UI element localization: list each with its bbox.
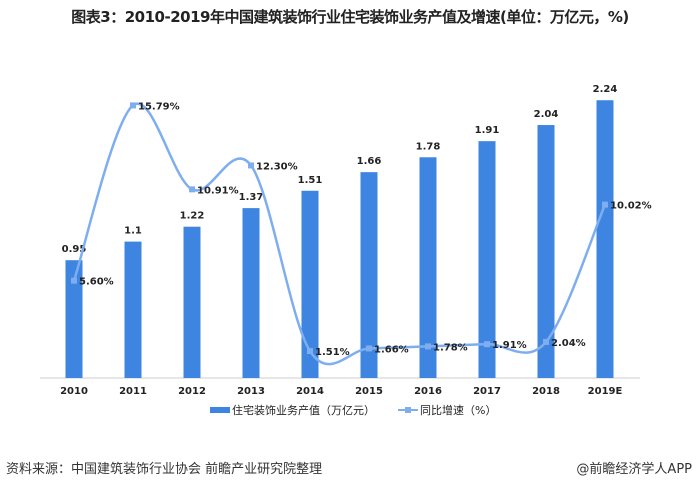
x-tick-label: 2014 [296, 386, 324, 397]
bar [242, 208, 260, 378]
line-label: 1.78% [433, 342, 468, 353]
bar [360, 172, 378, 378]
bar-label: 1.22 [180, 211, 205, 222]
bar [419, 157, 437, 378]
bar-label: 2.04 [534, 109, 559, 120]
line-point [189, 186, 195, 193]
chart: 0.95 2010 1.1 2011 1.22 2012 1.37 2013 1.51 2014 1… [40, 84, 652, 417]
line-point [130, 102, 136, 109]
line-point [543, 338, 549, 345]
x-tick-label: 2016 [414, 386, 442, 397]
bar-label: 0.95 [62, 244, 87, 255]
line-label: 10.91% [197, 185, 239, 196]
line-point [425, 343, 431, 350]
bar-label: 2.24 [593, 84, 618, 95]
growth-line [72, 102, 607, 366]
bar [537, 125, 555, 378]
bar [124, 241, 142, 378]
line-point [602, 201, 608, 208]
line-point [248, 162, 254, 169]
bar-label: 1.66 [357, 156, 382, 167]
x-tick-label: 2013 [237, 386, 265, 397]
bar [301, 190, 319, 378]
line-label: 15.79% [138, 101, 180, 112]
line-label: 1.91% [492, 340, 527, 351]
line-label: 5.60% [79, 277, 114, 288]
line-label: 10.02% [610, 201, 652, 212]
bar [478, 141, 496, 378]
legend-bar-label: 住宅装饰业务产值（万亿元） [232, 403, 375, 417]
line-point [71, 277, 77, 284]
line-point [484, 341, 490, 348]
x-tick-label: 2012 [178, 386, 206, 397]
line-point [307, 348, 313, 355]
bar [183, 226, 201, 378]
legend-line-marker [405, 407, 411, 413]
bar-label: 1.37 [239, 192, 264, 203]
chart-title: 图表3：2010-2019年中国建筑装饰行业住宅装饰业务产值及增速(单位：万亿元… [71, 8, 629, 26]
bar-label: 1.1 [124, 226, 142, 237]
source-note: 资料来源：中国建筑装饰行业协会 前瞻产业研究院整理 [6, 462, 323, 477]
bar [65, 260, 83, 378]
bar-label: 1.51 [298, 175, 323, 186]
line-point [366, 345, 372, 352]
x-tick-label: 2019E [588, 386, 623, 397]
legend-bar-swatch [210, 407, 230, 413]
x-tick-label: 2017 [473, 386, 501, 397]
x-tick-label: 2010 [60, 386, 88, 397]
bar-label: 1.91 [475, 125, 500, 136]
line-label: 1.66% [374, 344, 409, 355]
line-label: 12.30% [256, 161, 298, 172]
x-tick-label: 2011 [119, 386, 147, 397]
legend-line-label: 同比增速（%） [420, 403, 496, 417]
bar [596, 100, 614, 379]
bar-label: 1.78 [416, 141, 441, 152]
x-tick-label: 2015 [355, 386, 383, 397]
line-label: 1.51% [315, 347, 350, 358]
line-label: 2.04% [551, 338, 586, 349]
credit: @前瞻经济学人APP [576, 462, 692, 477]
x-tick-label: 2018 [532, 386, 560, 397]
